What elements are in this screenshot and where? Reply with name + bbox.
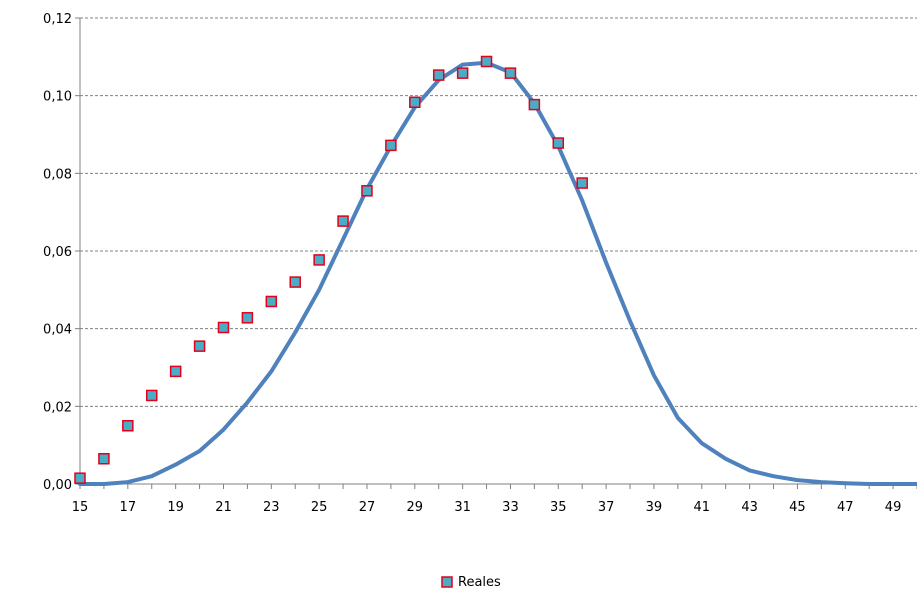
y-tick-label: 0,02	[43, 400, 72, 415]
x-tick-label: 45	[789, 500, 806, 515]
scatter-point	[385, 139, 397, 152]
scatter-point	[480, 55, 493, 68]
scatter-point	[74, 472, 86, 484]
x-tick-label: 33	[502, 500, 519, 515]
scatter-point	[528, 98, 541, 111]
gridlines	[80, 17, 917, 407]
x-tick-label: 49	[885, 500, 902, 515]
y-tick-label: 0,04	[43, 323, 72, 338]
scatter-point	[432, 69, 445, 81]
fitted-curve	[78, 60, 917, 486]
x-tick-label: 39	[646, 500, 663, 515]
x-tick-label: 31	[454, 500, 471, 515]
x-tick-label: 41	[693, 500, 710, 515]
y-tick-label: 0,08	[43, 167, 72, 182]
axes	[75, 17, 917, 489]
scatter-point	[193, 340, 206, 352]
scatter-points	[74, 55, 588, 484]
scatter-point	[409, 96, 421, 109]
scatter-point	[217, 321, 230, 334]
scatter-point	[122, 420, 134, 432]
scatter-point	[576, 177, 588, 189]
fitted-curve-line	[78, 60, 917, 486]
legend-marker	[441, 576, 453, 588]
x-tick-label: 25	[311, 500, 328, 515]
legend: Reales	[441, 575, 501, 590]
scatter-point	[456, 67, 469, 79]
scatter-point	[145, 389, 158, 402]
y-tick-label: 0,06	[43, 245, 72, 260]
x-tick-label: 37	[598, 500, 615, 515]
y-tick-label: 0,12	[43, 12, 72, 27]
y-tick-labels: 0,00 0,02 0,04 0,06 0,08 0,10 0,12	[43, 12, 72, 493]
legend-label-reales: Reales	[458, 575, 501, 590]
x-tick-label: 21	[215, 500, 232, 515]
x-tick-label: 35	[550, 500, 567, 515]
x-tick-label: 15	[72, 500, 89, 515]
scatter-point	[504, 67, 517, 79]
x-tick-labels: 15 17 19 21 23 25 27 29 31 33 35 37 39 41 43 45 47 49	[72, 500, 902, 515]
scatter-point	[361, 185, 373, 197]
x-tick-label: 29	[407, 500, 424, 515]
x-tick-label: 47	[837, 500, 854, 515]
scatter-point	[313, 254, 325, 266]
scatter-point	[337, 215, 349, 227]
x-tick-label: 27	[359, 500, 376, 515]
x-tick-label: 43	[741, 500, 758, 515]
x-tick-label: 23	[263, 500, 280, 515]
scatter-point	[289, 276, 301, 288]
x-tick-label: 17	[120, 500, 137, 515]
scatter-point	[552, 137, 565, 149]
scatter-point	[265, 295, 278, 308]
scatter-point	[241, 312, 254, 324]
y-tick-label: 0,00	[43, 478, 72, 493]
y-tick-label: 0,10	[43, 90, 72, 105]
x-tick-label: 19	[167, 500, 184, 515]
scatter-point	[169, 365, 182, 378]
scatter-point	[98, 453, 110, 465]
